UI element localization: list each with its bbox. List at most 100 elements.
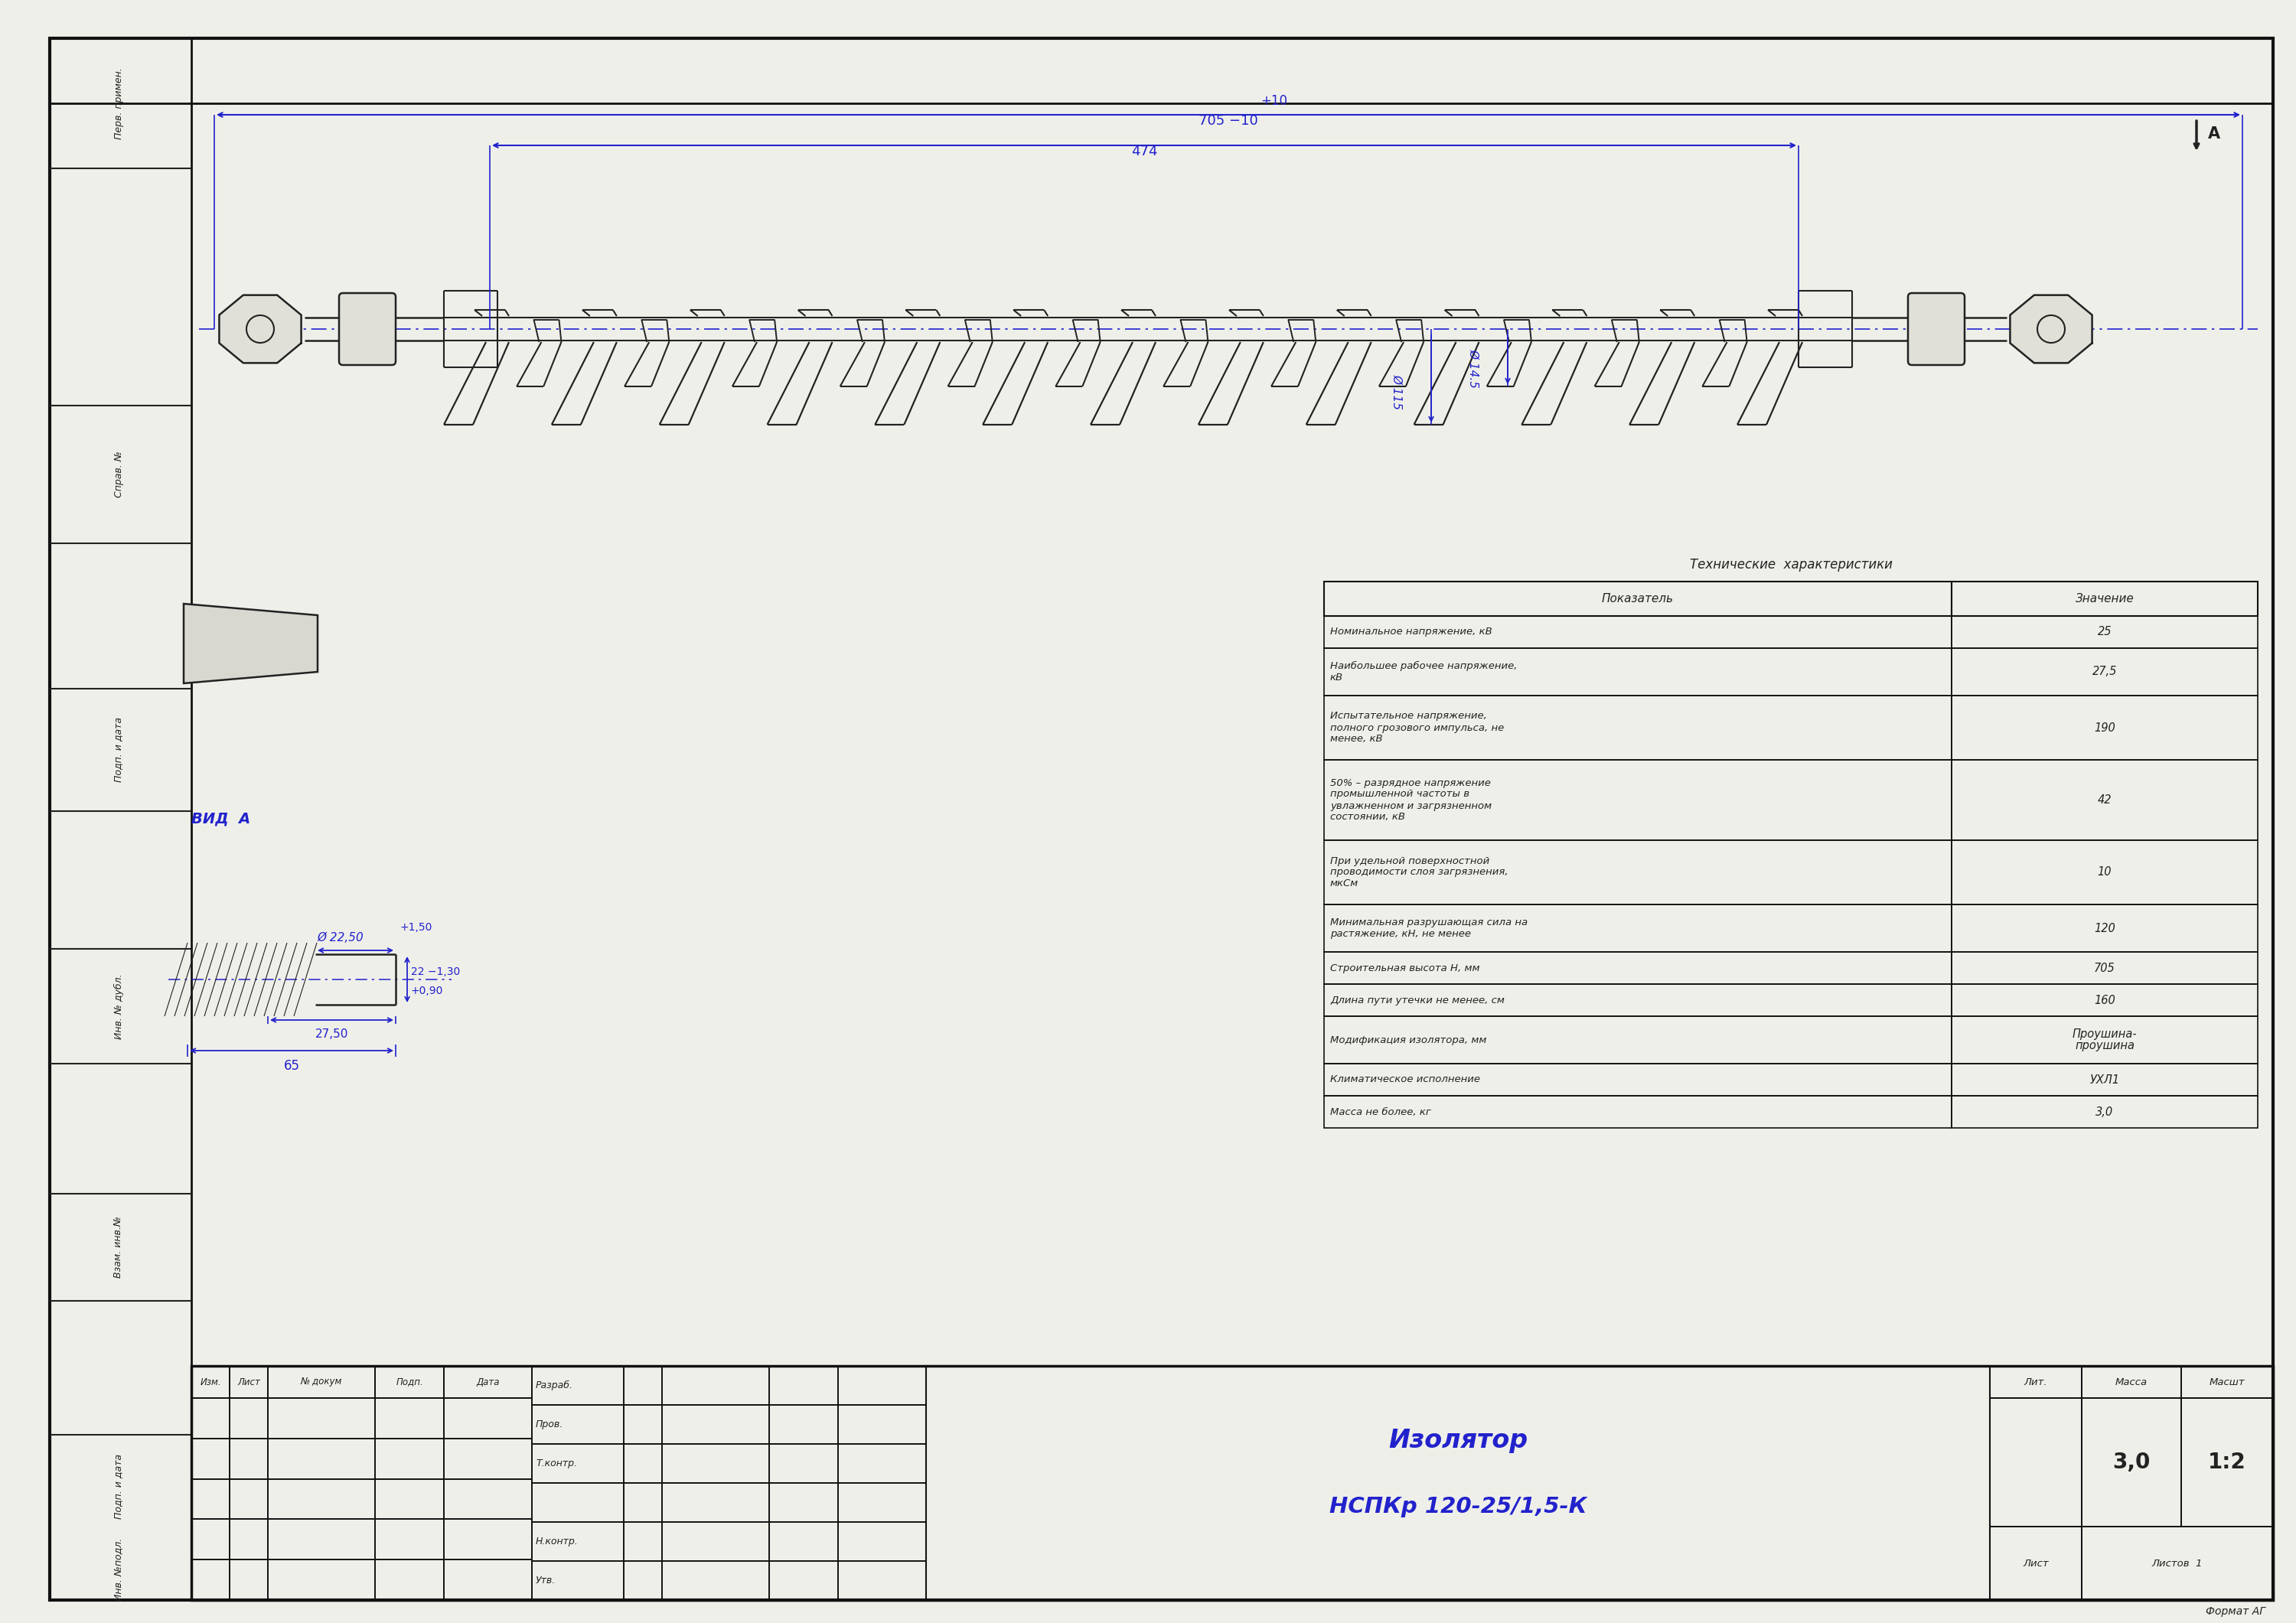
Bar [625,1561,661,1600]
Bar [625,1444,661,1483]
Text: Технические  характеристики: Технические характеристики [1690,558,1892,571]
Bar [533,1367,625,1406]
Text: Лит.: Лит. [2025,1376,2048,1388]
Text: Утв.: Утв. [535,1576,556,1586]
Bar [533,1561,625,1600]
Bar [533,1406,625,1444]
Text: 65: 65 [285,1060,298,1073]
Bar [1325,984,1952,1016]
Polygon shape [218,295,301,364]
Bar [443,1560,533,1600]
Bar [1952,1096,2257,1128]
Text: Ø 115: Ø 115 [1391,375,1403,409]
Bar [374,1519,443,1560]
Text: Подп. и дата: Подп. и дата [113,717,124,782]
Text: Ø 14.5: Ø 14.5 [1467,349,1479,388]
Bar [1325,648,1952,696]
Text: Модификация изолятора, мм: Модификация изолятора, мм [1329,1035,1486,1045]
Bar [1952,760,2257,841]
Bar [191,1519,230,1560]
Bar [661,1406,769,1444]
Bar [269,1397,374,1438]
Text: Испытательное напряжение,: Испытательное напряжение, [1329,711,1488,721]
Text: 27,50: 27,50 [315,1027,349,1039]
Bar [1325,760,1952,841]
Text: состоянии, кВ: состоянии, кВ [1329,812,1405,823]
Bar [769,1444,838,1483]
Bar [191,1397,230,1438]
Text: Проушина-: Проушина- [2073,1029,2138,1040]
Bar [443,1397,533,1438]
Bar [1325,696,1952,760]
Bar [625,1367,661,1406]
Polygon shape [2009,295,2092,364]
Bar [1952,984,2257,1016]
Bar [533,1522,625,1561]
Bar [230,1519,269,1560]
Polygon shape [184,604,317,683]
Bar [443,1438,533,1479]
Text: проводимости слоя загрязнения,: проводимости слоя загрязнения, [1329,867,1508,878]
Text: +0,90: +0,90 [411,985,443,997]
Text: Лист: Лист [2023,1558,2048,1568]
Text: 3,0: 3,0 [2096,1107,2115,1118]
Bar [1991,1367,2082,1397]
Bar [2082,1397,2181,1527]
Text: 1:2: 1:2 [2209,1451,2245,1474]
Bar [374,1560,443,1600]
Bar [191,1479,230,1519]
Text: Т.контр.: Т.контр. [535,1459,576,1469]
Bar [1991,1397,2082,1527]
Text: Наибольшее рабочее напряжение,: Наибольшее рабочее напряжение, [1329,661,1518,672]
Bar [191,1560,230,1600]
Bar [269,1560,374,1600]
Bar [1952,953,2257,984]
Bar [51,39,2273,104]
Bar [838,1444,925,1483]
Bar [533,1483,625,1522]
Text: Ø 22,50: Ø 22,50 [317,932,363,943]
Bar [2181,1367,2273,1397]
Bar [838,1561,925,1600]
Text: полного грозового импульса, не: полного грозового импульса, не [1329,722,1504,732]
Text: Длина пути утечки не менее, см: Длина пути утечки не менее, см [1329,995,1504,1005]
Bar [1952,696,2257,760]
Bar [1325,1063,1952,1096]
Text: Показатель: Показатель [1603,592,1674,604]
Text: Минимальная разрушающая сила на: Минимальная разрушающая сила на [1329,917,1527,927]
Text: Инв. №подл.: Инв. №подл. [113,1537,124,1600]
Bar [1952,1016,2257,1063]
Text: 10: 10 [2099,867,2112,878]
Text: Лист: Лист [236,1376,259,1388]
Bar [1952,617,2257,648]
Bar [1325,953,1952,984]
Text: 25: 25 [2099,626,2112,638]
Bar [1952,581,2257,617]
Text: Климатическое исполнение: Климатическое исполнение [1329,1074,1481,1084]
Bar [925,1367,1991,1600]
Bar [374,1397,443,1438]
Bar [2082,1367,2181,1397]
Bar [769,1406,838,1444]
Text: Н.контр.: Н.контр. [535,1537,579,1547]
Text: +1,50: +1,50 [400,922,432,933]
Text: УХЛ1: УХЛ1 [2089,1074,2119,1086]
Text: Изм.: Изм. [200,1376,220,1388]
Bar [269,1479,374,1519]
Bar [625,1522,661,1561]
Bar [191,1367,2273,1600]
Bar [1325,617,1952,648]
Text: Изолятор: Изолятор [1389,1428,1527,1454]
Text: растяжение, кН, не менее: растяжение, кН, не менее [1329,928,1472,940]
Bar [191,1438,230,1479]
Bar [661,1561,769,1600]
Text: менее, кВ: менее, кВ [1329,734,1382,745]
Text: Номинальное напряжение, кВ: Номинальное напряжение, кВ [1329,626,1492,638]
Bar [269,1519,374,1560]
Text: +10: +10 [1261,94,1288,107]
Bar [769,1367,838,1406]
Bar [1952,1063,2257,1096]
Bar [769,1522,838,1561]
Bar [443,1519,533,1560]
Text: увлажненном и загрязненном: увлажненном и загрязненном [1329,800,1492,812]
